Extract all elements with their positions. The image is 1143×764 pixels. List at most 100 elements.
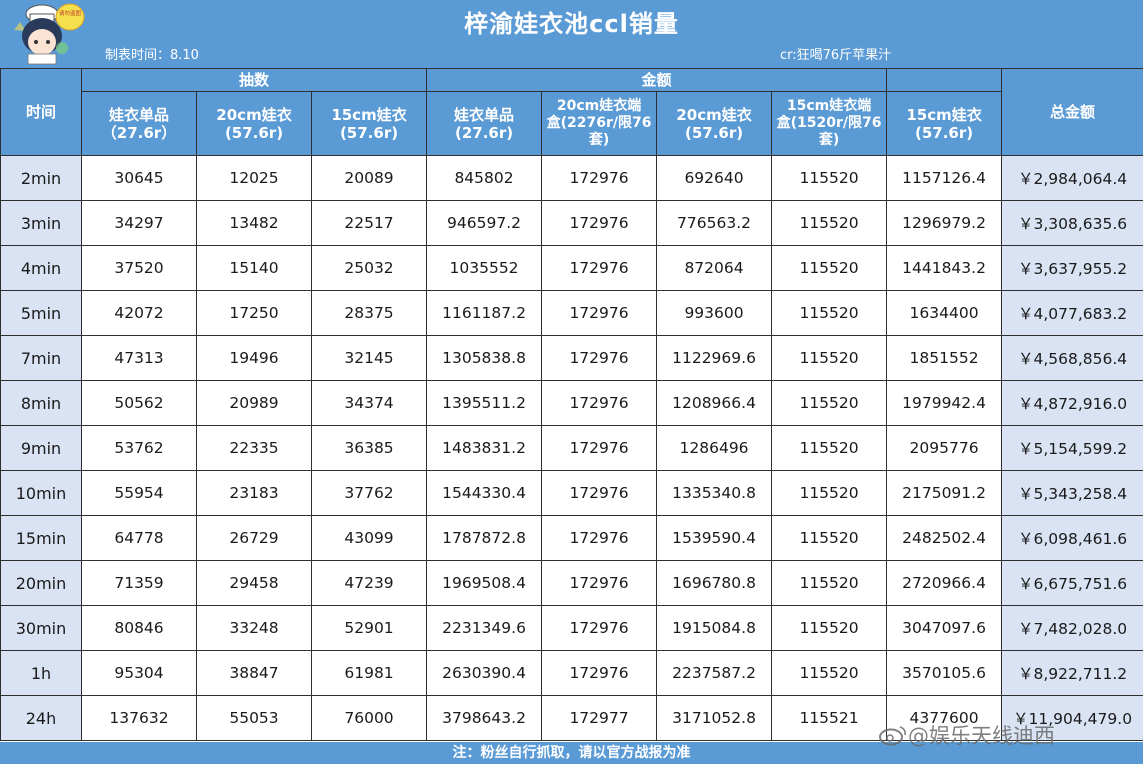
value-cell: 1634400 [886,290,1003,336]
value-cell: 172976 [541,155,658,201]
value-cell: 1335340.8 [656,470,773,516]
total-cell: ￥6,098,461.6 [1001,515,1143,561]
value-cell: 29458 [196,560,312,606]
value-cell: 2237587.2 [656,650,773,696]
value-cell: 1395511.2 [426,380,543,426]
value-cell: 872064 [656,245,773,291]
value-cell: 115520 [771,470,888,516]
value-cell: 37762 [310,470,428,516]
time-cell: 15min [0,515,82,561]
value-cell: 1305838.8 [426,335,543,381]
value-cell: 115520 [771,290,888,336]
header-col-4: 20cm娃衣端 盒(2276r/限76 套) [541,91,658,156]
value-cell: 115520 [771,515,888,561]
total-cell: ￥4,568,856.4 [1001,335,1143,381]
value-cell: 2720966.4 [886,560,1003,606]
weibo-logo-icon [879,726,906,746]
table-row: 1h 95304 38847 61981 2630390.4 172976 2237587.… [0,650,1143,696]
header-col-0: 娃衣单品 （27.6r） [81,91,197,156]
time-cell: 4min [0,245,82,291]
value-cell: 15140 [196,245,312,291]
total-cell: ￥7,482,028.0 [1001,605,1143,651]
header-group-blank [886,68,1003,92]
time-cell: 2min [0,155,82,201]
value-cell: 13482 [196,200,312,246]
total-cell: ￥5,343,258.4 [1001,470,1143,516]
total-cell: ￥11,904,479.0 [1001,695,1143,741]
value-cell: 172976 [541,200,658,246]
chibi-avatar-icon: 请勿盗图 [14,3,85,65]
value-cell: 172976 [541,380,658,426]
footer-note: 注：粉丝自行抓取，请以官方战报为准 [0,742,1143,764]
watermark-text: @娱乐天线迪西 [878,720,1055,750]
header-group-amount: 金额 [426,68,888,92]
table-row: 7min 47313 19496 32145 1305838.8 172976 112296… [0,335,1143,381]
header-col-6: 15cm娃衣端 盒(1520r/限76 套) [771,91,888,156]
avatar-stamp-text: 请勿盗图 [59,9,82,17]
value-cell: 115520 [771,335,888,381]
header-group-draws: 抽数 [80,68,428,92]
value-cell: 1787872.8 [426,515,543,561]
value-cell: 3798643.2 [426,695,543,741]
value-cell: 115521 [771,695,888,741]
value-cell: 33248 [196,605,312,651]
total-cell: ￥4,077,683.2 [1001,290,1143,336]
header-col-7: 15cm娃衣 (57.6r) [886,91,1003,156]
title-banner: 请勿盗图 梓渝娃衣池ccl销量 制表时间：8.10 cr:狂喝76斤苹果汁 [0,0,1143,68]
time-cell: 9min [0,425,82,471]
value-cell: 172976 [541,605,658,651]
value-cell: 34297 [81,200,197,246]
value-cell: 47239 [310,560,428,606]
total-cell: ￥3,308,635.6 [1001,200,1143,246]
value-cell: 172976 [541,425,658,471]
value-cell: 22517 [310,200,428,246]
value-cell: 47313 [81,335,197,381]
time-cell: 1h [0,650,82,696]
value-cell: 12025 [196,155,312,201]
value-cell: 172976 [541,470,658,516]
value-cell: 1296979.2 [886,200,1003,246]
value-cell: 137632 [81,695,197,741]
value-cell: 2231349.6 [426,605,543,651]
time-cell: 5min [0,290,82,336]
value-cell: 1208966.4 [656,380,773,426]
value-cell: 172976 [541,335,658,381]
value-cell: 50562 [81,380,197,426]
sales-table: 时间 抽数 金额 总金额 娃衣单品 （27.6r） 20cm娃衣 (57.6r) 1… [0,68,1143,741]
table-row: 5min 42072 17250 28375 1161187.2 172976 993600… [0,290,1143,336]
watermark-label: @娱乐天线迪西 [908,724,1055,748]
value-cell: 845802 [426,155,543,201]
value-cell: 20989 [196,380,312,426]
header-col-5: 20cm娃衣 (57.6r) [656,91,773,156]
value-cell: 172976 [541,515,658,561]
value-cell: 52901 [310,605,428,651]
value-cell: 22335 [196,425,312,471]
header-total: 总金额 [1001,68,1143,156]
time-cell: 7min [0,335,82,381]
time-cell: 3min [0,200,82,246]
total-cell: ￥8,922,711.2 [1001,650,1143,696]
value-cell: 23183 [196,470,312,516]
value-cell: 172976 [541,650,658,696]
value-cell: 1122969.6 [656,335,773,381]
value-cell: 71359 [81,560,197,606]
value-cell: 1161187.2 [426,290,543,336]
value-cell: 3171052.8 [656,695,773,741]
value-cell: 1157126.4 [886,155,1003,201]
table-row: 20min 71359 29458 47239 1969508.4 172976 16967… [0,560,1143,606]
value-cell: 115520 [771,380,888,426]
value-cell: 2630390.4 [426,650,543,696]
header-col-2: 15cm娃衣 (57.6r) [310,91,428,156]
value-cell: 37520 [81,245,197,291]
table-row: 3min 34297 13482 22517 946597.2 172976 776563.… [0,200,1143,246]
table-row: 4min 37520 15140 25032 1035552 172976 872064 11… [0,245,1143,291]
value-cell: 1035552 [426,245,543,291]
table-row: 9min 53762 22335 36385 1483831.2 172976 128649… [0,425,1143,471]
time-cell: 30min [0,605,82,651]
table-row: 8min 50562 20989 34374 1395511.2 172976 120896… [0,380,1143,426]
value-cell: 1979942.4 [886,380,1003,426]
value-cell: 993600 [656,290,773,336]
value-cell: 61981 [310,650,428,696]
value-cell: 115520 [771,200,888,246]
value-cell: 1483831.2 [426,425,543,471]
